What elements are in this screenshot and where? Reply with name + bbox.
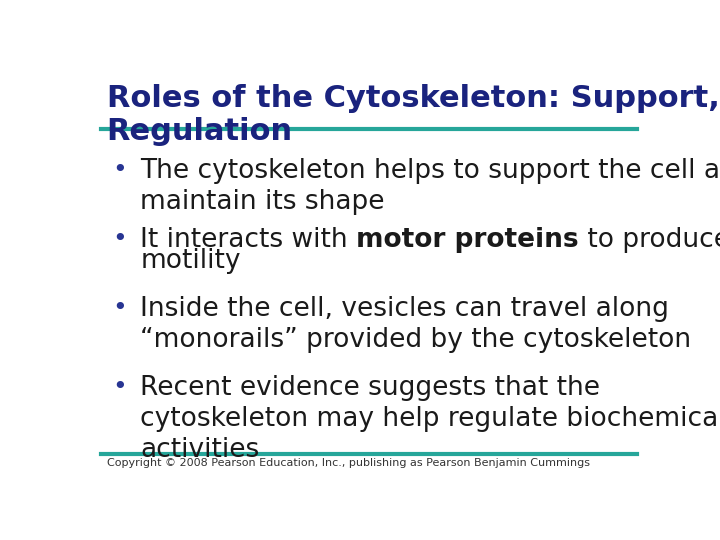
Text: motor proteins: motor proteins [356, 227, 579, 253]
Text: to produce: to produce [579, 227, 720, 253]
Text: It interacts with: It interacts with [140, 227, 356, 253]
Text: The cytoskeleton helps to support the cell and
maintain its shape: The cytoskeleton helps to support the ce… [140, 158, 720, 215]
Text: •: • [112, 295, 127, 320]
Text: motility: motility [140, 248, 240, 274]
Text: Copyright © 2008 Pearson Education, Inc., publishing as Pearson Benjamin Cumming: Copyright © 2008 Pearson Education, Inc.… [107, 458, 590, 468]
Text: •: • [112, 227, 127, 251]
Text: •: • [112, 158, 127, 183]
Text: •: • [112, 375, 127, 399]
Text: Inside the cell, vesicles can travel along
“monorails” provided by the cytoskele: Inside the cell, vesicles can travel alo… [140, 295, 691, 353]
Text: Roles of the Cytoskeleton: Support, Motility, and
Regulation: Roles of the Cytoskeleton: Support, Moti… [107, 84, 720, 146]
Text: Recent evidence suggests that the
cytoskeleton may help regulate biochemical
act: Recent evidence suggests that the cytosk… [140, 375, 720, 463]
